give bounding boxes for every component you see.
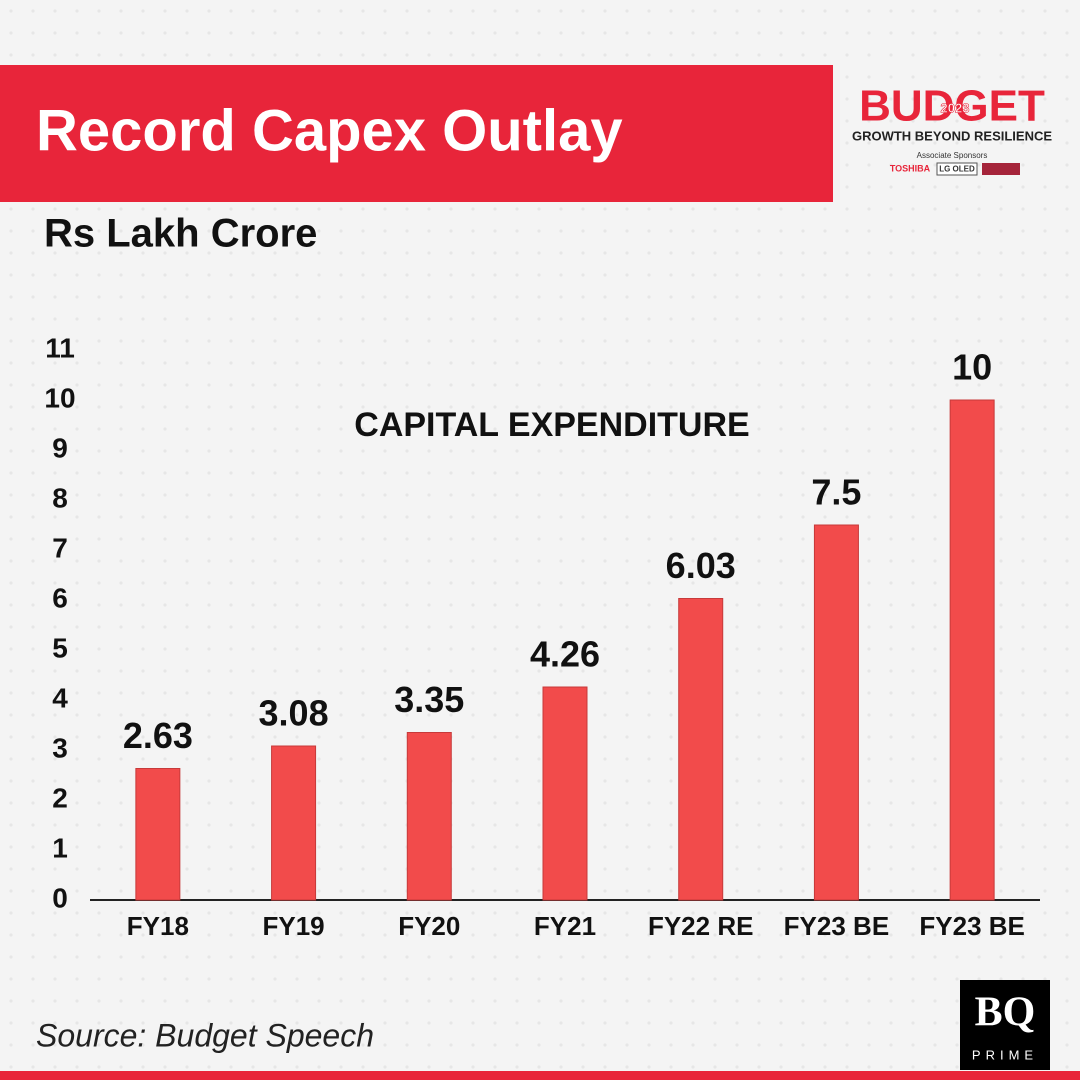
bar [135,768,181,901]
x-tick-label: FY18 [127,911,189,941]
data-label: 3.35 [394,679,464,720]
chart-title: Record Capex Outlay [36,98,623,163]
y-tick-label: 3 [52,732,68,763]
x-tick-label: FY23 BE [784,911,890,941]
y-tick-label: 6 [52,582,68,613]
publisher-name: PRIME [972,1047,1038,1062]
bar [813,524,859,901]
y-tick-label: 7 [52,532,68,563]
y-tick-label: 11 [45,332,75,363]
bar [542,686,588,901]
y-tick-label: 8 [52,482,68,513]
source: Source: Budget Speech [36,1017,374,1053]
y-tick-label: 0 [52,882,68,913]
logo-tagline: GROWTH BEYOND RESILIENCE [852,128,1052,143]
bottom-stripe [0,1071,1080,1080]
sponsor-logo [982,163,1020,175]
bar [678,598,724,901]
bar [949,399,995,901]
x-tick-label: FY22 RE [648,911,754,941]
y-tick-label: 4 [52,682,68,713]
sponsor: LG OLED [939,165,975,174]
x-tick-label: FY21 [534,911,596,941]
sponsor-box [936,162,978,176]
data-label: 10 [952,347,992,388]
y-axis-label: Rs Lakh Crore [44,212,317,256]
y-tick-label: 5 [52,632,68,663]
bar [271,745,317,901]
annotation: CAPITAL EXPENDITURE [354,406,749,444]
bar [406,732,452,901]
y-tick-label: 10 [44,382,75,413]
data-label: 3.08 [259,693,329,734]
y-tick-label: 1 [52,832,68,863]
logo-word: BUDGET [859,82,1045,131]
data-label: 7.5 [811,472,861,513]
publisher-mark: BQ [975,990,1036,1036]
publisher-logo: BQ PRIME [960,980,1050,1070]
sponsor-label: Associate Sponsors [917,151,988,160]
logo-year: 2023 [941,100,970,115]
y-tick-label: 2 [52,782,68,813]
data-label: 6.03 [666,545,736,586]
y-tick-label: 9 [52,432,68,463]
title-banner [0,65,833,202]
x-tick-label: FY23 BE [919,911,1025,941]
data-label: 4.26 [530,634,600,675]
x-tick-label: FY19 [262,911,324,941]
publisher-box [960,980,1050,1070]
budget-logo: BUDGET 2023 GROWTH BEYOND RESILIENCE Ass… [852,82,1052,176]
data-label: 2.63 [123,715,193,756]
sponsor: TOSHIBA [890,163,931,173]
x-tick-label: FY20 [398,911,460,941]
